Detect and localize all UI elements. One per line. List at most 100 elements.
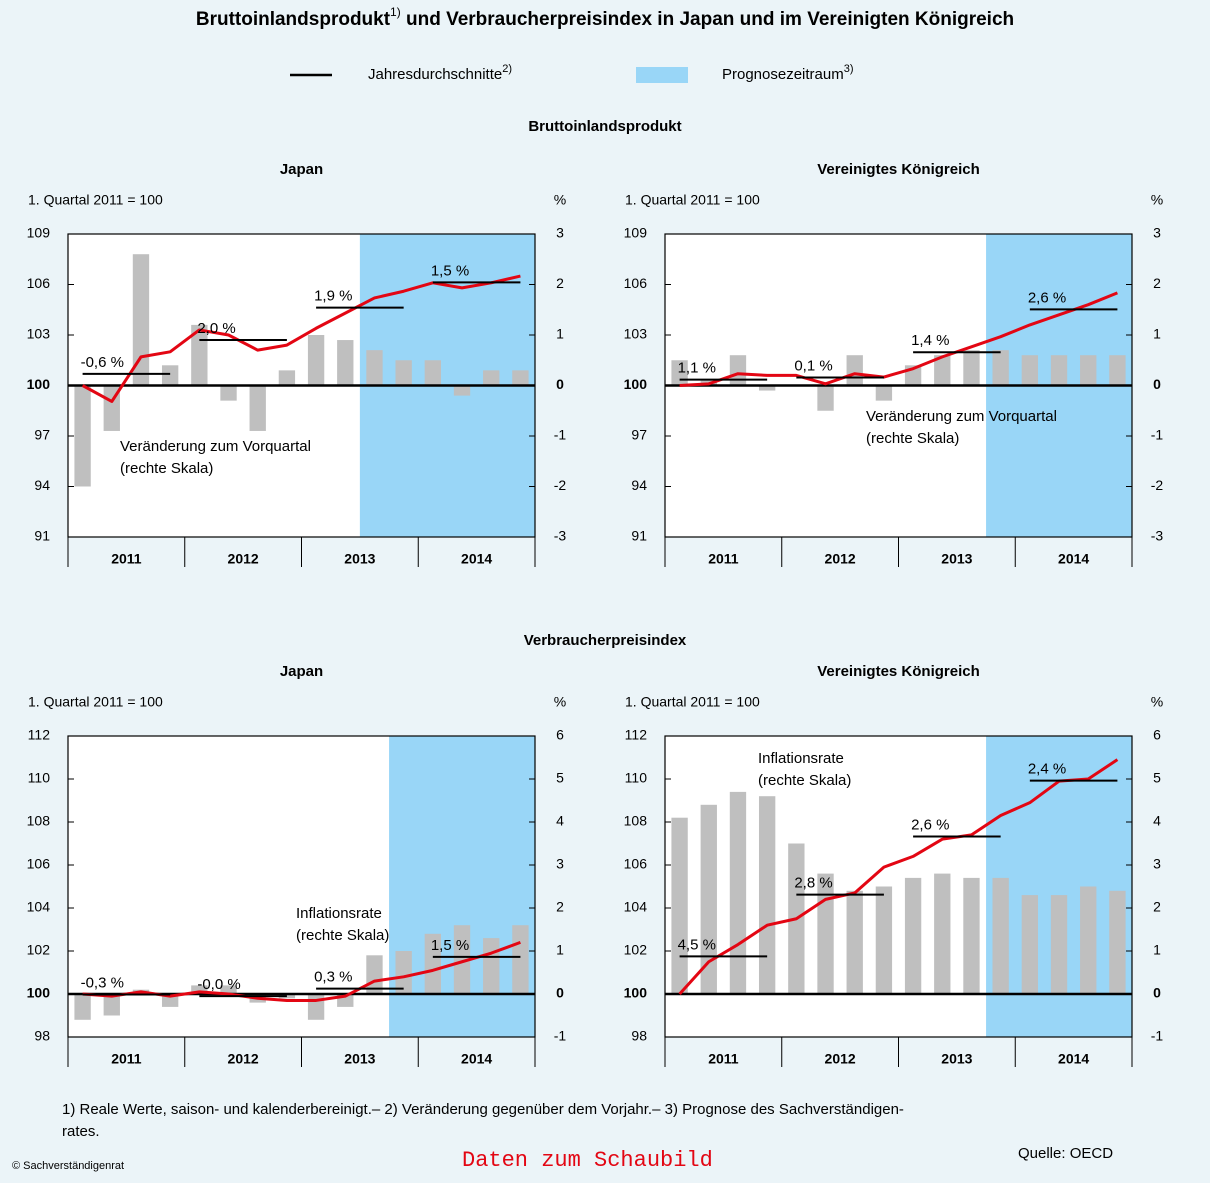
bar [483, 938, 500, 994]
y-axis-label: 1. Quartal 2011 = 100 [625, 694, 760, 710]
copyright: © Sachverständigenrat [12, 1160, 124, 1172]
y-tick-label: 106 [624, 856, 648, 872]
legend-label: Jahresdurchschnitte2) [368, 63, 512, 83]
y-axis-label: 1. Quartal 2011 = 100 [28, 694, 163, 710]
bar [934, 873, 951, 994]
plot-frame [67, 735, 536, 1038]
bar [817, 385, 834, 411]
bar [1021, 355, 1039, 386]
bar [191, 985, 208, 994]
y2-tick-label: -3 [554, 528, 567, 544]
bar [758, 385, 776, 391]
y-tick-label: 103 [27, 326, 51, 342]
bar [424, 933, 442, 994]
legend: Jahresdurchschnitte2) Prognosezeitraum3) [290, 63, 854, 83]
line [81, 274, 521, 403]
bar [1050, 895, 1068, 994]
plot-frame [67, 233, 536, 538]
y-tick-label: 108 [624, 813, 648, 829]
bar [904, 877, 922, 994]
data-link[interactable]: Daten zum Schaubild [462, 1148, 713, 1173]
y-tick-label: 112 [625, 727, 648, 743]
bar [512, 370, 529, 386]
x-tick-label: 2013 [344, 551, 375, 567]
y2-tick-label: -3 [1151, 528, 1164, 544]
y2-tick-label: -2 [554, 477, 567, 493]
annual-label: 4,5 % [678, 936, 716, 953]
y2-tick-label: 4 [1153, 813, 1161, 829]
y-tick-label: 110 [28, 770, 51, 786]
annual-label: 0,1 % [794, 357, 832, 374]
bar [103, 994, 120, 1016]
source: Quelle: OECD [1018, 1145, 1113, 1162]
y-tick-label: 106 [27, 275, 51, 291]
x-tick-label: 2014 [461, 551, 492, 567]
y-tick-label: 112 [28, 727, 51, 743]
y2-tick-label: 6 [1153, 727, 1161, 743]
x-tick-label: 2011 [708, 1051, 739, 1067]
plot-frame [664, 735, 1133, 1038]
y2-tick-label: 1 [556, 326, 564, 342]
bar [729, 355, 747, 386]
bar [671, 817, 688, 994]
annotation: Veränderung zum Vorquartal [866, 408, 1057, 425]
y2-tick-label: 2 [1153, 275, 1161, 291]
y2-tick-label: 1 [1153, 942, 1161, 958]
bar [424, 360, 442, 386]
bar [875, 385, 893, 401]
bar [512, 925, 529, 994]
bar [846, 355, 863, 386]
y-tick-label: 104 [624, 899, 648, 915]
y2-tick-label: 3 [1153, 856, 1161, 872]
y2-axis-label: % [1151, 694, 1163, 710]
y-tick-label: 102 [624, 942, 648, 958]
chart-title: Vereinigtes Königreich [817, 161, 980, 178]
y-tick-label: 98 [34, 1028, 50, 1044]
bar [758, 796, 776, 994]
y2-tick-label: -1 [1151, 427, 1164, 443]
y-tick-label: 100 [624, 985, 648, 1001]
annotation: Inflationsrate [758, 750, 844, 767]
bar [700, 804, 717, 994]
y-tick-label: 100 [27, 376, 51, 392]
chart-title: Vereinigtes Königreich [817, 663, 980, 680]
bar [307, 994, 325, 1020]
y2-tick-label: 5 [556, 770, 564, 786]
y-tick-label: 94 [631, 477, 647, 493]
y2-tick-label: 6 [556, 727, 564, 743]
y-axis-label: 1. Quartal 2011 = 100 [625, 192, 760, 208]
x-tick-label: 2012 [825, 551, 856, 567]
x-tick-label: 2014 [1058, 551, 1089, 567]
y2-tick-label: 3 [556, 856, 564, 872]
y2-axis-label: % [1151, 192, 1163, 208]
chart-title: Japan [280, 161, 323, 178]
y2-tick-label: 0 [1153, 376, 1161, 392]
y2-tick-label: 2 [556, 899, 564, 915]
main-title: Bruttoinlandsprodukt1) und Verbraucherpr… [196, 5, 1014, 30]
annual-label: -0,6 % [81, 354, 124, 371]
annual-label: 1,1 % [678, 360, 716, 377]
title-part: und Verbraucherpreisindex in Japan und i… [401, 9, 1014, 30]
bar [74, 994, 91, 1020]
y-tick-label: 98 [631, 1028, 647, 1044]
legend-note: 3) [844, 63, 854, 75]
y2-tick-label: 1 [556, 942, 564, 958]
y-tick-label: 109 [624, 225, 648, 241]
bar [161, 994, 179, 1007]
y-tick-label: 94 [34, 477, 50, 493]
bar [132, 254, 150, 386]
legend-label: Prognosezeitraum3) [722, 63, 854, 83]
y2-tick-label: 2 [556, 275, 564, 291]
annual-label: 1,4 % [911, 332, 949, 349]
chart-panel: Vereinigtes Königreich 1. Quartal 2011 = … [624, 663, 1163, 1067]
annual-label: -0,3 % [81, 975, 124, 992]
title-part: Bruttoinlandsprodukt [196, 9, 391, 30]
y2-tick-label: 1 [1153, 326, 1161, 342]
y2-tick-label: -1 [554, 427, 567, 443]
y2-tick-label: -2 [1151, 477, 1164, 493]
x-tick-label: 2014 [1058, 1051, 1089, 1067]
bar [220, 385, 237, 401]
y2-tick-label: -1 [554, 1028, 567, 1044]
